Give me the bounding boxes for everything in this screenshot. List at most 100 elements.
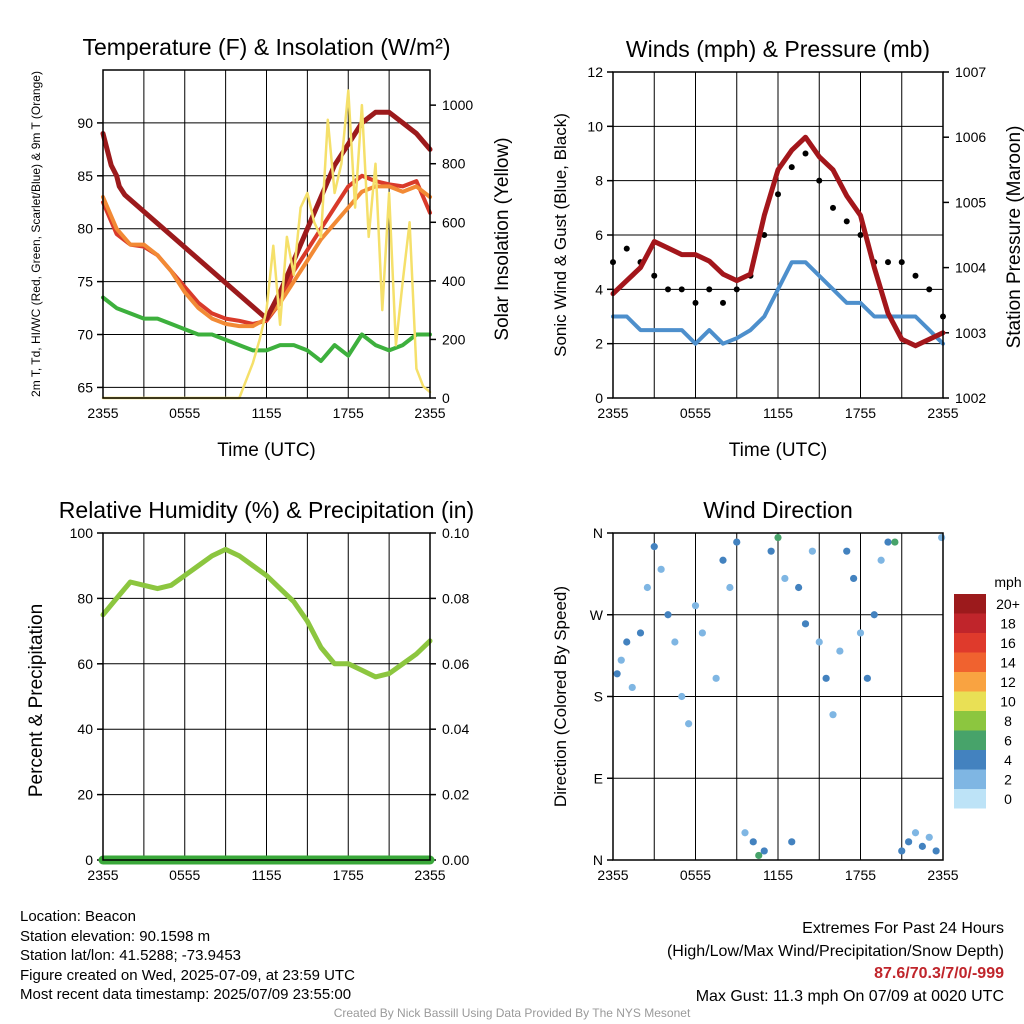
x-tick-label: 1155 [763,867,793,883]
x-tick-label: 2355 [87,405,118,421]
y-tick-label: 80 [77,221,93,237]
legend-swatch [954,750,986,770]
direction-point [870,611,878,619]
direction-point [719,556,727,564]
direction-point [698,629,706,637]
x-tick-label: 1755 [333,867,364,883]
y2-tick-label: 0.08 [442,590,469,606]
extremes-values: 87.6/70.3/7/0/-999 [874,965,1004,982]
gust-point [926,286,933,293]
direction-point [938,533,946,542]
gust-point [898,259,905,266]
direction-point [643,583,651,592]
direction-point [891,538,899,546]
chart-title: Temperature (F) & Insolation (W/m²) [82,34,450,60]
direction-point [829,711,837,719]
direction-point [671,638,679,646]
legend-swatch [954,711,986,731]
y2-tick-label: 800 [442,156,466,172]
gust-point [720,299,726,306]
chart-title: Relative Humidity (%) & Precipitation (i… [59,497,474,523]
x-tick-label: 2355 [87,867,118,883]
humidity-line [100,546,433,680]
recent-text: Most recent data timestamp: 2025/07/09 2… [20,986,352,1003]
direction-point [691,602,700,610]
legend-label: 16 [1000,635,1016,651]
y2-tick-label: 1005 [955,194,986,210]
y-tick-label: 60 [77,656,93,672]
gust-point [678,286,685,293]
gust-point [885,259,891,266]
direction-point [749,838,757,846]
gust-point [692,299,699,306]
y-tick-label: 6 [595,227,603,243]
x-tick-label: 0555 [169,867,200,883]
y-tick-label: E [594,770,603,786]
direction-point [843,547,851,555]
gust-point [912,272,919,279]
direction-point [850,574,858,583]
y-tick-label: 75 [77,274,93,290]
created-text: Figure created on Wed, 2025-07-09, at 23… [20,966,355,984]
legend-swatch [954,691,986,711]
gust-point [802,150,809,157]
x-tick-label: 1155 [251,405,281,421]
y2-tick-label: 1003 [955,325,986,341]
y2-tick-label: 1004 [955,260,986,276]
station-info: Location: Beacon Station elevation: 90.1… [20,907,355,1005]
y-tick-label: 70 [77,327,93,343]
y2-tick-label: 1006 [955,129,986,145]
direction-point [808,547,816,555]
legend-swatch [954,594,986,614]
gust-point [843,218,850,225]
direction-point [664,611,672,619]
direction-point [836,647,844,655]
direction-point [760,847,768,855]
y-tick-label: 20 [77,787,93,803]
y-tick-label: 0 [85,852,93,868]
legend-swatch [954,613,986,633]
gust-point [665,286,671,293]
direction-point [613,670,621,678]
legend-swatch [954,672,986,692]
y-tick-label: 8 [595,173,603,189]
direction-point [650,543,658,551]
direction-point [628,683,636,692]
gust-point [857,232,864,238]
legend-swatch [954,652,986,672]
x-axis-label: Time (UTC) [729,440,828,461]
y2-tick-label: 0.10 [442,525,469,541]
legend-label: 20+ [996,596,1020,612]
elevation-text: Station elevation: 90.1598 m [20,927,211,945]
direction-point [795,583,803,592]
direction-point [911,829,920,837]
y-tick-label: S [594,689,603,705]
direction-point [863,674,871,682]
direction-point [657,565,665,573]
direction-point [685,720,693,728]
gust-point [651,272,658,279]
y-axis-label: Percent & Precipitation [26,604,47,797]
y-tick-label: 80 [77,590,93,606]
x-tick-label: 1155 [251,867,281,883]
dewpoint-line [101,295,432,363]
legend-label: 6 [1004,733,1012,749]
y2-tick-label: 0 [442,390,450,406]
latlon-text: Station lat/lon: 41.5288; -73.9453 [20,947,242,964]
plot-border [612,71,944,399]
y2-tick-label: 1007 [955,64,986,80]
x-tick-label: 2355 [597,867,628,883]
direction-point [898,847,906,855]
direction-point [617,656,625,664]
direction-point [712,674,720,682]
gust-point [816,177,823,184]
legend-label: 8 [1004,713,1012,729]
legend-swatch [954,769,986,789]
gust-point [788,164,795,171]
gust-point [623,245,630,252]
x-tick-label: 2355 [414,405,445,421]
legend-label: 14 [1000,655,1016,671]
y2-tick-label: 0.06 [442,656,469,672]
gust-point [706,286,713,293]
x-tick-label: 0555 [169,405,200,421]
